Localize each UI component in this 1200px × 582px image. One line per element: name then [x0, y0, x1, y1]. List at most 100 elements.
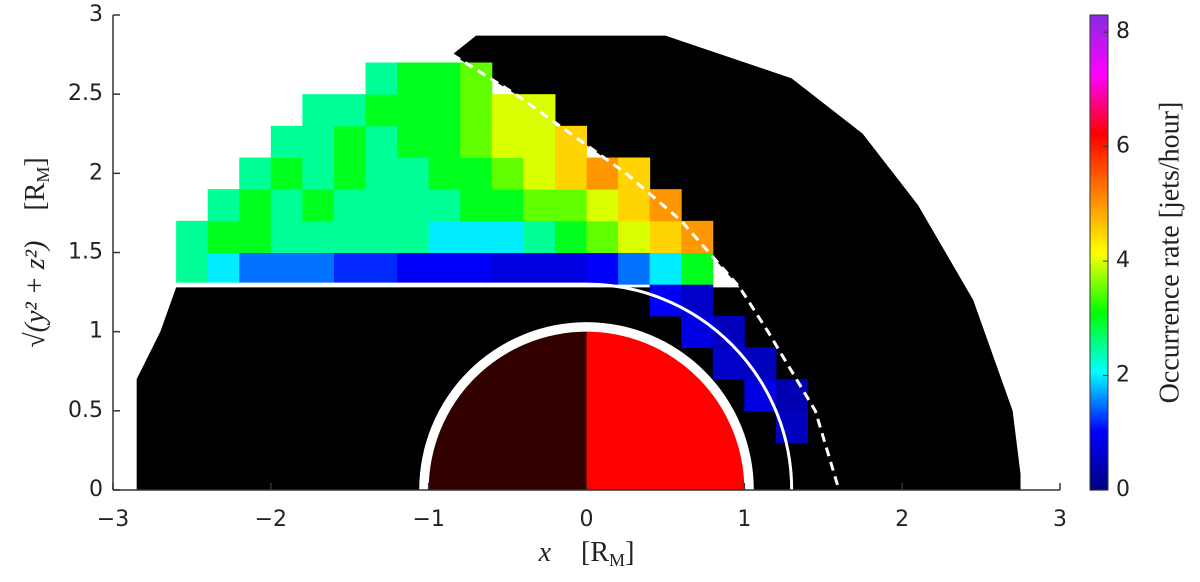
colorbar-step	[1090, 107, 1108, 111]
heat-cell	[460, 125, 493, 158]
colorbar-step	[1090, 257, 1108, 261]
heat-cell	[239, 220, 272, 253]
colorbar-step	[1090, 35, 1108, 39]
colorbar-frame	[1089, 14, 1109, 491]
heat-cell	[554, 157, 587, 190]
heat-cell	[554, 252, 587, 285]
heat-cell	[302, 157, 335, 190]
colorbar-step	[1090, 150, 1108, 154]
colorbar-step	[1090, 407, 1108, 411]
colorbar-step	[1090, 180, 1108, 184]
colorbar-step	[1090, 282, 1108, 286]
colorbar-step	[1090, 447, 1108, 451]
colorbar-step	[1090, 405, 1108, 409]
colorbar-step	[1090, 160, 1108, 164]
heat-cell	[397, 220, 430, 253]
colorbar-step	[1090, 337, 1108, 341]
heat-cell	[460, 157, 493, 190]
colorbar-step	[1090, 305, 1108, 309]
heat-cell	[270, 220, 303, 253]
colorbar-step	[1090, 415, 1108, 419]
colorbar-step	[1090, 367, 1108, 371]
colorbar-step	[1090, 417, 1108, 421]
colorbar-step	[1090, 37, 1108, 41]
colorbar-step	[1090, 162, 1108, 166]
colorbar-step	[1090, 372, 1108, 376]
heat-cell	[586, 189, 619, 222]
colorbar-step	[1090, 137, 1108, 141]
x-axis-label-part: [R	[581, 537, 609, 568]
colorbar-step	[1090, 20, 1108, 24]
colorbar-step	[1090, 365, 1108, 369]
colorbar-step	[1090, 122, 1108, 126]
heat-cell	[460, 220, 493, 253]
heat-cell	[302, 94, 335, 127]
heat-cell	[333, 252, 367, 285]
colorbar-step	[1090, 297, 1108, 301]
planet-night	[428, 331, 587, 490]
y-tick-label: 3	[89, 2, 103, 27]
heat-cell	[618, 220, 651, 253]
colorbar-step	[1090, 205, 1108, 209]
colorbar-step	[1090, 475, 1108, 479]
y-axis-label-part: √(y² + z²)	[20, 241, 51, 348]
colorbar-step	[1090, 252, 1108, 256]
colorbar-step	[1090, 182, 1108, 186]
colorbar-step	[1090, 452, 1108, 456]
colorbar-step	[1090, 62, 1108, 66]
colorbar-step	[1090, 370, 1108, 374]
colorbar-step	[1090, 90, 1108, 94]
colorbar-step	[1090, 427, 1108, 431]
heat-cell	[775, 379, 808, 412]
heat-cell	[397, 94, 430, 127]
colorbar-step	[1090, 435, 1108, 439]
colorbar-label: Occurrence rate [jets/hour]	[1154, 102, 1185, 404]
colorbar-step	[1090, 325, 1108, 329]
heat-cell	[365, 94, 398, 127]
axes: −3 −2 −1 0 1 2 300.511.522.53x [RM]√(y² + z²)[R…	[20, 2, 1185, 570]
colorbar-step	[1090, 165, 1108, 169]
colorbar-step	[1090, 307, 1108, 311]
colorbar-step	[1090, 117, 1108, 121]
colorbar-step	[1090, 457, 1108, 461]
colorbar-step	[1090, 115, 1108, 119]
heat-cell	[460, 189, 493, 222]
heat-cell	[649, 220, 682, 253]
colorbar-step	[1090, 77, 1108, 81]
colorbar-step	[1090, 485, 1108, 489]
colorbar-step	[1090, 317, 1108, 321]
colorbar-step	[1090, 437, 1108, 441]
y-axis-label-part: M	[33, 167, 53, 183]
colorbar-step	[1090, 67, 1108, 71]
heat-cell	[523, 125, 556, 158]
colorbar-step	[1090, 392, 1108, 396]
x-tick-label: 2	[895, 507, 909, 532]
heat-cell	[681, 315, 714, 348]
colorbar-step	[1090, 315, 1108, 319]
x-axis-label-part: x	[538, 537, 552, 568]
colorbar-step	[1090, 375, 1108, 379]
y-axis-label-part: ]	[20, 157, 51, 166]
heat-cell	[523, 220, 556, 253]
colorbar-step	[1090, 285, 1108, 289]
heat-cell	[302, 220, 335, 253]
heat-cell	[523, 157, 556, 190]
y-tick-label: 0	[89, 477, 103, 502]
colorbar-step	[1090, 215, 1108, 219]
y-tick-label: 2.5	[68, 81, 103, 106]
colorbar-step	[1090, 272, 1108, 276]
colorbar-step	[1090, 465, 1108, 469]
colorbar-step	[1090, 482, 1108, 486]
heat-cell	[302, 189, 335, 222]
y-tick-label: 0.5	[68, 398, 103, 423]
colorbar-step	[1090, 347, 1108, 351]
heat-cell	[554, 220, 587, 253]
y-axis-label-part: [R	[20, 182, 51, 210]
colorbar-step	[1090, 82, 1108, 86]
coverage-region	[136, 35, 1021, 490]
heatmap	[176, 62, 808, 443]
colorbar-step	[1090, 227, 1108, 231]
x-axis-label-part: ]	[625, 537, 634, 568]
colorbar-step	[1090, 377, 1108, 381]
colorbar-step	[1090, 352, 1108, 356]
